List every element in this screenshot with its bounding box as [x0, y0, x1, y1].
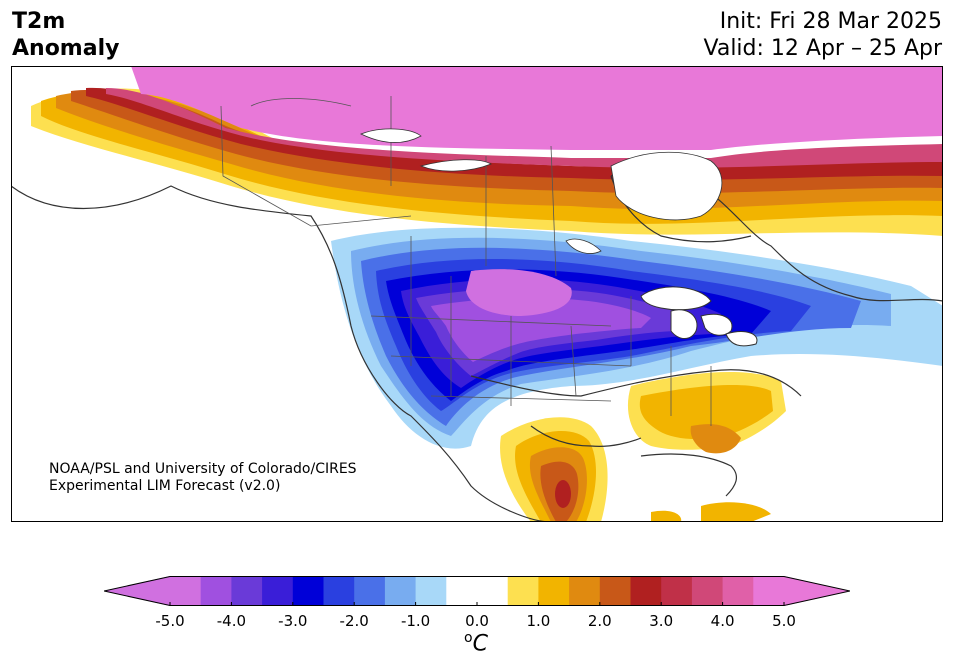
warm-southeast: [500, 371, 786, 522]
colorbar-segment: [661, 576, 693, 606]
colorbar-segment: [691, 576, 724, 606]
colorbar-tick-label: 2.0: [587, 612, 612, 630]
forecast-dates: Init: Fri 28 Mar 2025 Valid: 12 Apr – 25…: [704, 8, 943, 62]
colorbar-tick-label: 3.0: [649, 612, 674, 630]
colorbar-segment: [262, 576, 294, 606]
great-lakes: [640, 286, 758, 347]
colorbar: [104, 576, 850, 606]
colorbar-segment: [538, 576, 570, 606]
colorbar-segment: [231, 576, 263, 606]
colorbar-tick-label: 4.0: [710, 612, 735, 630]
credit-line-1: NOAA/PSL and University of Colorado/CIRE…: [49, 461, 357, 477]
colorbar-segment: [415, 576, 447, 606]
colorbar-segment: [323, 576, 355, 606]
title-line-2: Anomaly: [12, 36, 120, 61]
valid-range: Valid: 12 Apr – 25 Apr: [703, 36, 943, 61]
arctic-islands: [360, 128, 723, 254]
colorbar-segment: [292, 576, 324, 606]
colorbar-segment: [599, 576, 631, 606]
map-frame: [11, 66, 943, 522]
colorbar-segment: [477, 576, 509, 606]
colorbar-unit: oC: [464, 630, 488, 656]
colorbar-segment: [507, 576, 539, 606]
colorbar-tick-label: -1.0: [400, 612, 431, 630]
colorbar-tick-label: -5.0: [155, 612, 185, 630]
colorbar-segment: [354, 576, 386, 606]
colorbar-segment: [630, 576, 662, 606]
colorbar-tick-label: 0.0: [465, 612, 489, 630]
colorbar-segment: [446, 576, 478, 606]
colorbar-tick-label: -4.0: [216, 612, 247, 630]
credit-line-2: Experimental LIM Forecast (v2.0): [49, 478, 281, 494]
unit-superscript: o: [464, 630, 473, 646]
colorbar-tick-label: -2.0: [339, 612, 369, 630]
map-title: T2m Anomaly: [12, 8, 119, 62]
colorbar-segment: [569, 576, 601, 606]
colorbar-tick-label: 1.0: [526, 612, 551, 630]
colorbar-segment: [384, 576, 417, 606]
anomaly-map: [11, 66, 943, 522]
title-line-1: T2m: [12, 9, 66, 34]
colorbar-tick-label: -3.0: [278, 612, 308, 630]
colorbar-extend-low: [104, 576, 170, 606]
credit-text: NOAA/PSL and University of Colorado/CIRE…: [49, 461, 357, 495]
colorbar-segment: [170, 576, 202, 606]
colorbar-tick-label: 5.0: [772, 612, 796, 630]
init-date: Init: Fri 28 Mar 2025: [719, 9, 942, 34]
colorbar-extend-high: [784, 576, 850, 606]
colorbar-segment: [200, 576, 232, 606]
colorbar-segment: [753, 576, 785, 606]
unit-letter: C: [472, 631, 488, 657]
colorbar-segment: [722, 576, 754, 606]
